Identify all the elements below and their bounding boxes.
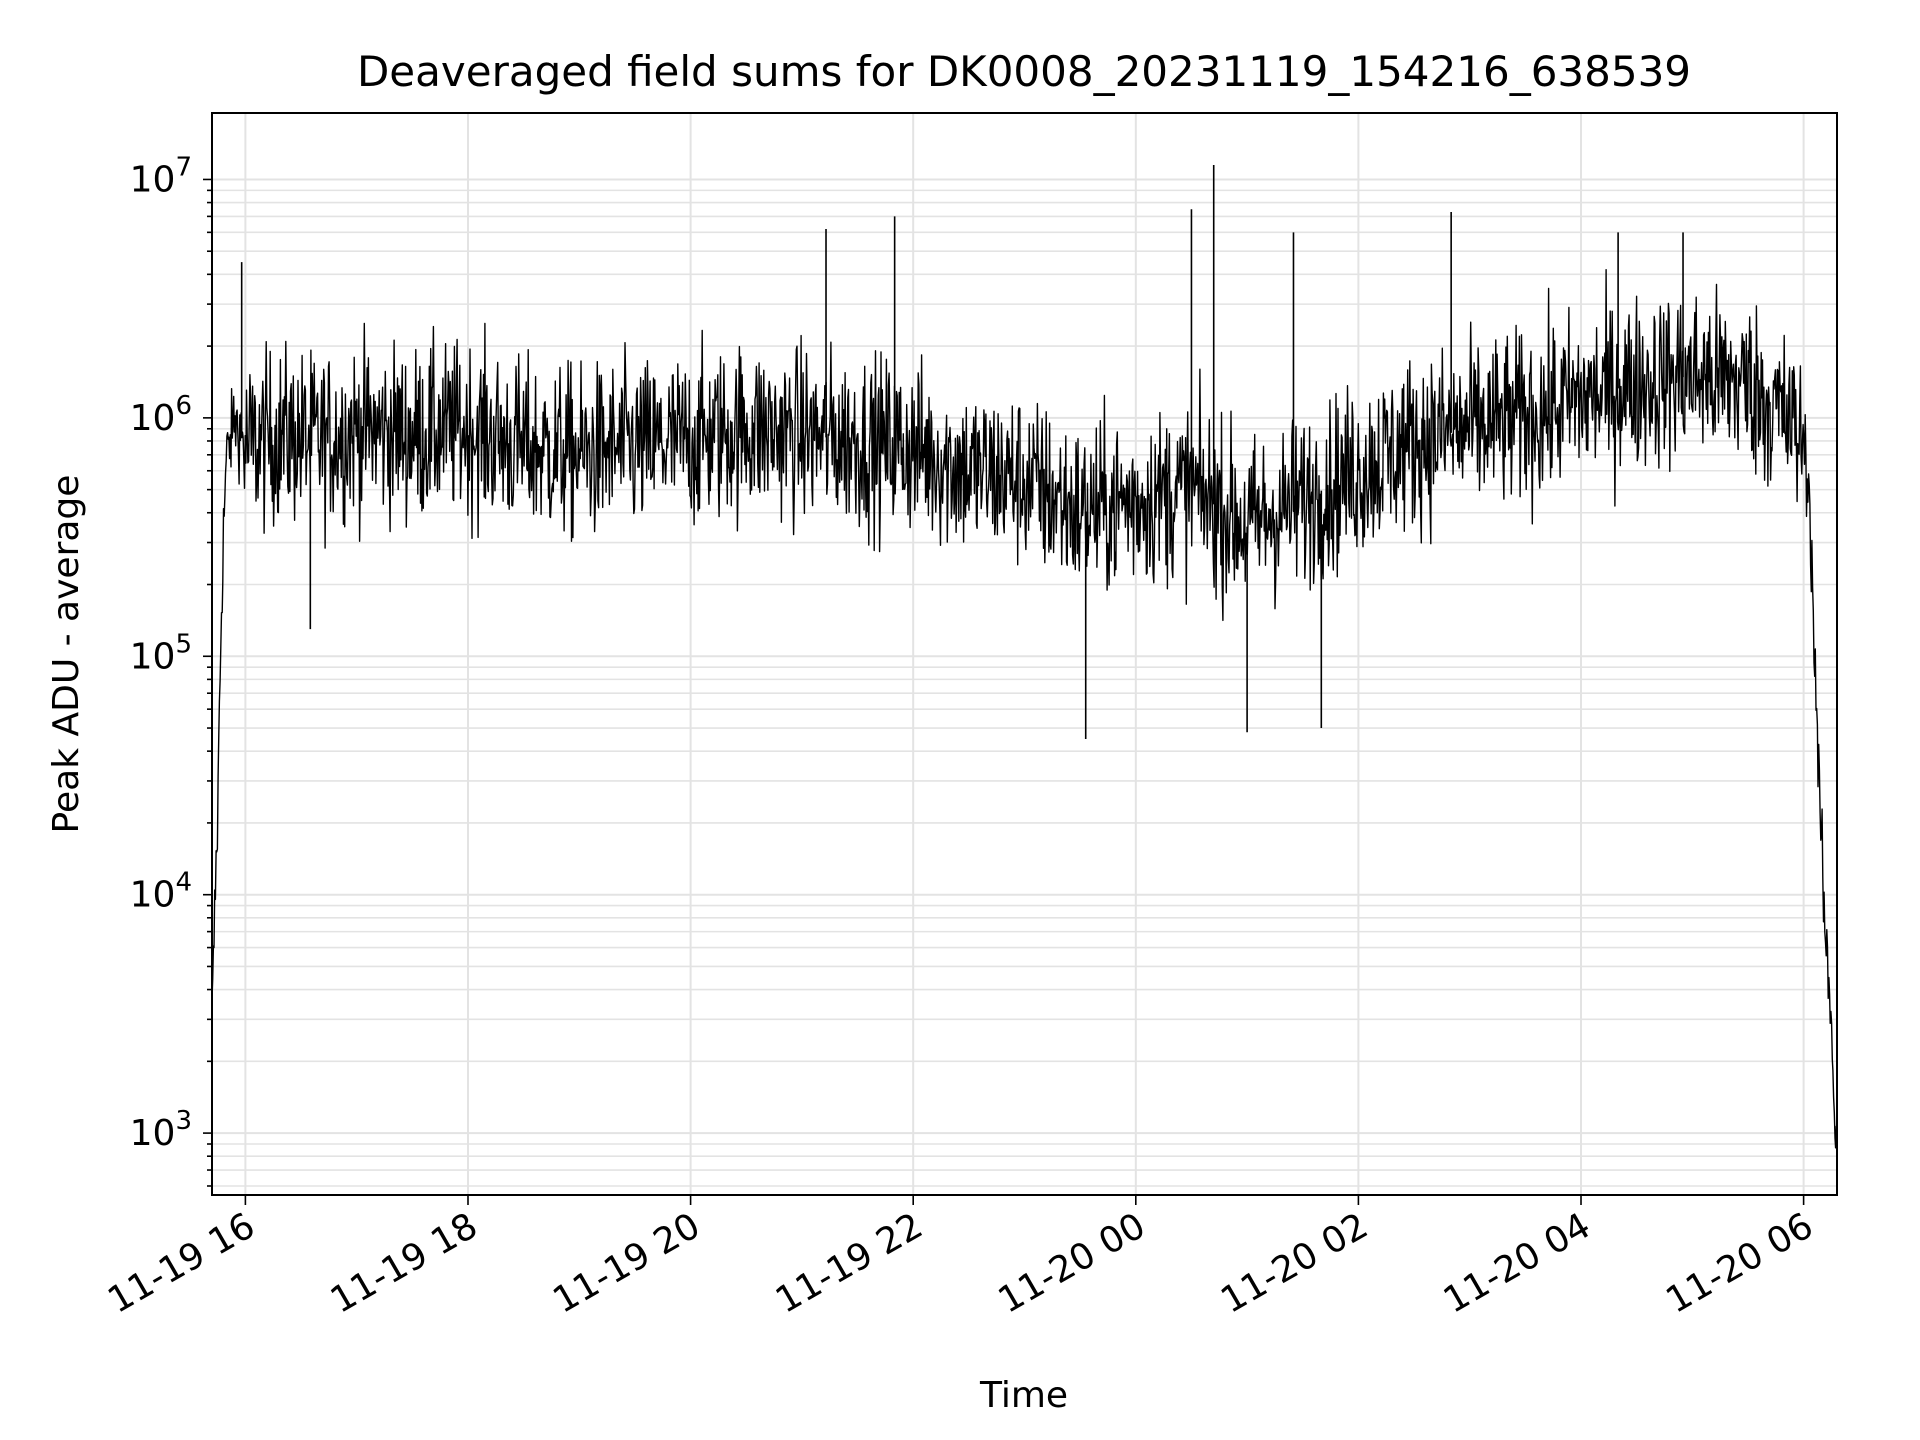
grid-lines xyxy=(212,113,1837,1195)
y-tick-mantissa: 10 xyxy=(130,875,176,916)
y-tick-label: 104 xyxy=(130,868,192,916)
y-tick-mantissa: 10 xyxy=(130,1113,176,1154)
y-tick-exponent: 7 xyxy=(175,152,192,182)
y-tick-exponent: 6 xyxy=(175,391,192,421)
x-tick-label: 11-19 22 xyxy=(769,1205,930,1321)
x-tick-label: 11-20 04 xyxy=(1437,1205,1598,1321)
x-axis-ticks: 11-19 16 11-19 18 11-19 20 11-19 22 11-20 00… xyxy=(101,1195,1820,1322)
x-tick-label: 11-20 02 xyxy=(1214,1205,1375,1321)
series-line xyxy=(211,269,1838,1151)
y-tick-exponent: 4 xyxy=(175,868,192,898)
y-tick-exponent: 3 xyxy=(175,1106,192,1136)
x-axis-label: Time xyxy=(979,1375,1068,1416)
x-tick-label: 11-19 20 xyxy=(546,1205,707,1321)
y-tick-label: 103 xyxy=(130,1106,192,1154)
plot-frame xyxy=(211,112,1838,1196)
x-tick-label: 11-20 06 xyxy=(1659,1205,1820,1321)
y-tick-label: 107 xyxy=(130,152,192,200)
y-tick-mantissa: 10 xyxy=(130,159,176,200)
x-tick-label: 11-20 00 xyxy=(992,1205,1153,1321)
y-tick-label: 106 xyxy=(130,391,192,439)
y-tick-mantissa: 10 xyxy=(130,398,176,439)
chart-title: Deaveraged field sums for DK0008_2023111… xyxy=(357,47,1691,96)
y-tick-label: 105 xyxy=(130,629,192,677)
x-tick-label: 11-19 16 xyxy=(101,1205,262,1321)
y-tick-mantissa: 10 xyxy=(130,636,176,677)
series-layer xyxy=(211,164,1838,1151)
y-tick-exponent: 5 xyxy=(175,629,192,659)
x-tick-label: 11-19 18 xyxy=(324,1205,485,1321)
y-axis-label: Peak ADU - average xyxy=(46,475,87,834)
